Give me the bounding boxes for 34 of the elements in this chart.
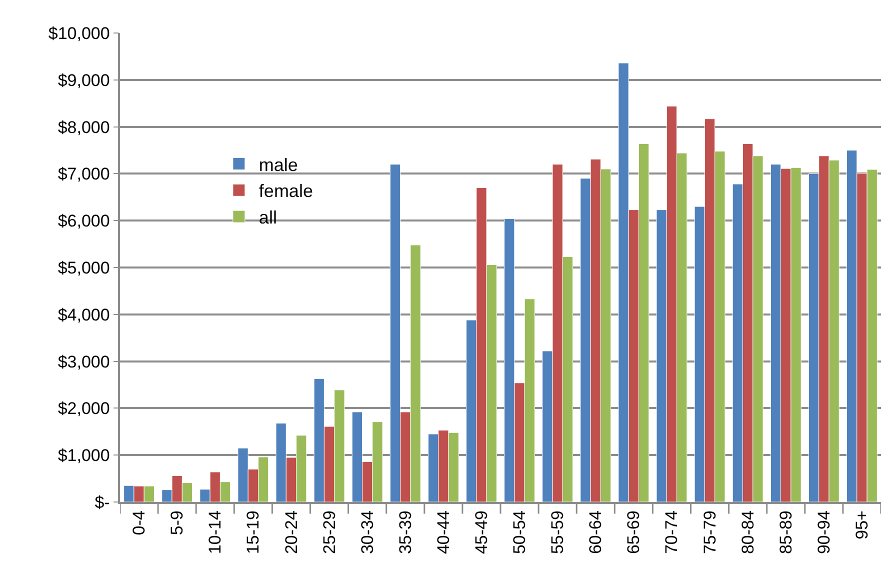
x-tick-label: 10-14 bbox=[206, 510, 225, 554]
x-tick-label: 65-69 bbox=[624, 510, 644, 554]
x-tick-label: 50-54 bbox=[510, 510, 530, 554]
legend-label: female bbox=[258, 181, 313, 202]
legend-label: male bbox=[258, 154, 298, 175]
y-tick-label: $5,000 bbox=[58, 258, 110, 278]
x-tick-label: 35-39 bbox=[396, 510, 415, 554]
x-tick-label: 55-59 bbox=[548, 510, 568, 554]
x-tick-label: 25-29 bbox=[320, 510, 339, 554]
y-tick-label: $- bbox=[94, 492, 110, 512]
y-tick-label: $6,000 bbox=[58, 212, 110, 231]
x-tick-label: 40-44 bbox=[434, 510, 453, 554]
y-tick-label: $9,000 bbox=[58, 70, 110, 90]
y-tick-label: $4,000 bbox=[58, 305, 110, 324]
x-tick-label: 85-89 bbox=[776, 510, 796, 554]
y-tick-label: $7,000 bbox=[58, 164, 110, 184]
y-tick-label: $1,000 bbox=[58, 446, 110, 466]
x-tick-label: 5-9 bbox=[168, 510, 187, 536]
legend-label: all bbox=[258, 208, 277, 228]
y-tick-label: $8,000 bbox=[58, 118, 110, 137]
x-tick-label: 95+ bbox=[852, 510, 872, 540]
x-tick-label: 90-94 bbox=[814, 510, 834, 554]
y-tick-label: $3,000 bbox=[58, 352, 110, 372]
x-tick-label: 45-49 bbox=[472, 510, 492, 554]
x-tick-label: 15-19 bbox=[244, 510, 263, 554]
y-tick-label: $2,000 bbox=[58, 399, 110, 418]
x-tick-label: 60-64 bbox=[586, 510, 606, 554]
x-tick-label: 20-24 bbox=[282, 510, 301, 554]
y-tick-label: $10,000 bbox=[48, 24, 110, 43]
x-tick-label: 80-84 bbox=[738, 510, 758, 554]
x-tick-label: 75-79 bbox=[700, 510, 720, 554]
x-tick-label: 30-34 bbox=[358, 510, 377, 554]
x-tick-label: 70-74 bbox=[662, 510, 682, 554]
x-tick-label: 0-4 bbox=[130, 510, 149, 536]
